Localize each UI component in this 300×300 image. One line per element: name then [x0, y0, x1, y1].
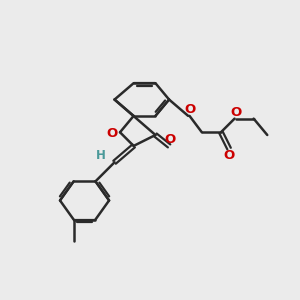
Text: H: H	[96, 149, 106, 162]
Text: O: O	[224, 149, 235, 162]
Text: O: O	[230, 106, 242, 119]
Text: O: O	[106, 127, 117, 140]
Text: O: O	[184, 103, 195, 116]
Text: O: O	[165, 133, 176, 146]
